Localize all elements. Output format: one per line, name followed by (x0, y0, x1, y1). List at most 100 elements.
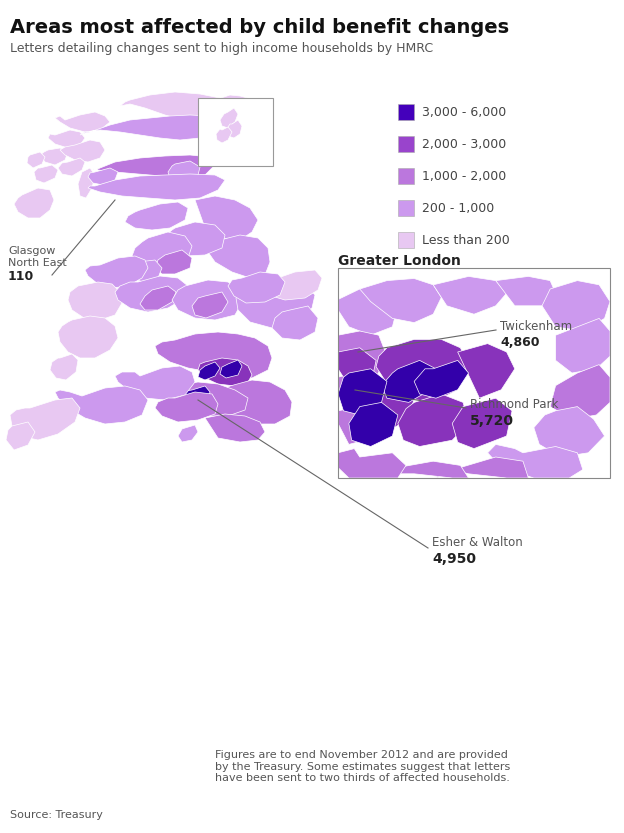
Polygon shape (338, 348, 376, 390)
Bar (398, 200, 414, 216)
Polygon shape (272, 306, 318, 340)
Polygon shape (338, 407, 371, 444)
Polygon shape (55, 112, 110, 132)
Polygon shape (338, 331, 387, 377)
Text: Areas most affected by child benefit changes: Areas most affected by child benefit cha… (10, 18, 509, 37)
Polygon shape (6, 422, 35, 450)
Polygon shape (80, 115, 220, 140)
Polygon shape (180, 386, 210, 407)
Text: Letters detailing changes sent to high income households by HMRC: Letters detailing changes sent to high i… (10, 42, 433, 55)
Polygon shape (542, 281, 610, 331)
Text: Glasgow
North East: Glasgow North East (8, 246, 67, 267)
Text: 4,950: 4,950 (432, 552, 476, 566)
Polygon shape (55, 386, 148, 424)
Text: Richmond Park: Richmond Park (470, 398, 558, 411)
Polygon shape (338, 449, 406, 478)
Text: Twickenham: Twickenham (500, 320, 572, 333)
Polygon shape (85, 256, 148, 288)
Polygon shape (88, 168, 118, 185)
Polygon shape (205, 414, 265, 442)
Polygon shape (216, 127, 232, 143)
Bar (398, 168, 414, 184)
Text: 5,720: 5,720 (470, 414, 514, 428)
Text: Figures are to end November 2012 and are provided
by the Treasury. Some estimate: Figures are to end November 2012 and are… (215, 750, 510, 783)
Polygon shape (48, 130, 85, 148)
Polygon shape (226, 120, 242, 138)
Polygon shape (155, 392, 218, 422)
Text: Less than 200: Less than 200 (422, 233, 510, 247)
Polygon shape (125, 202, 188, 230)
Polygon shape (338, 369, 387, 415)
Polygon shape (436, 457, 529, 478)
Polygon shape (60, 140, 105, 162)
Bar (398, 136, 414, 152)
Polygon shape (376, 339, 469, 402)
Polygon shape (155, 250, 192, 274)
Polygon shape (10, 398, 80, 440)
Polygon shape (215, 95, 272, 132)
Polygon shape (457, 343, 515, 398)
Polygon shape (198, 358, 252, 386)
Polygon shape (192, 292, 228, 318)
Polygon shape (236, 280, 315, 328)
Polygon shape (27, 152, 45, 168)
Bar (198, 98, 273, 166)
Polygon shape (220, 108, 238, 128)
Polygon shape (220, 360, 242, 378)
Polygon shape (132, 232, 192, 268)
Polygon shape (208, 235, 270, 278)
Text: Source: Treasury: Source: Treasury (10, 810, 103, 820)
Polygon shape (172, 280, 242, 320)
Polygon shape (68, 282, 122, 320)
Polygon shape (495, 277, 555, 306)
Polygon shape (58, 316, 118, 358)
Text: Esher & Walton: Esher & Walton (432, 536, 523, 549)
Polygon shape (168, 161, 200, 180)
Polygon shape (262, 270, 322, 300)
Polygon shape (40, 148, 68, 165)
Polygon shape (58, 158, 85, 176)
Polygon shape (90, 155, 215, 178)
Polygon shape (550, 365, 610, 419)
Text: 4,860: 4,860 (500, 336, 540, 349)
Bar (338, 268, 610, 478)
Text: 200 - 1,000: 200 - 1,000 (422, 202, 494, 215)
Polygon shape (198, 362, 220, 380)
Bar (338, 268, 610, 478)
Polygon shape (88, 174, 225, 200)
Polygon shape (195, 196, 258, 240)
Polygon shape (228, 272, 285, 303)
Polygon shape (338, 373, 376, 415)
Bar (398, 232, 414, 248)
Polygon shape (534, 407, 605, 457)
Polygon shape (178, 425, 198, 442)
Polygon shape (349, 402, 398, 446)
Polygon shape (14, 188, 54, 218)
Polygon shape (360, 386, 414, 431)
Polygon shape (360, 278, 441, 322)
Polygon shape (218, 380, 292, 424)
Bar (398, 104, 414, 120)
Text: 3,000 - 6,000: 3,000 - 6,000 (422, 106, 506, 118)
Polygon shape (50, 354, 78, 380)
Polygon shape (452, 398, 512, 449)
Polygon shape (398, 394, 469, 446)
Polygon shape (376, 461, 469, 478)
Text: 110: 110 (8, 270, 34, 283)
Polygon shape (381, 361, 436, 402)
Polygon shape (555, 318, 610, 373)
Polygon shape (433, 277, 507, 314)
Text: 1,000 - 2,000: 1,000 - 2,000 (422, 169, 506, 182)
Polygon shape (162, 222, 225, 256)
Polygon shape (78, 168, 95, 198)
Polygon shape (115, 366, 195, 400)
Polygon shape (120, 92, 240, 122)
Polygon shape (414, 361, 469, 398)
Polygon shape (115, 276, 188, 312)
Polygon shape (34, 165, 58, 183)
Text: 2,000 - 3,000: 2,000 - 3,000 (422, 137, 506, 151)
Polygon shape (487, 444, 583, 478)
Polygon shape (155, 332, 272, 378)
Text: Greater London: Greater London (338, 254, 461, 268)
Polygon shape (140, 286, 176, 310)
